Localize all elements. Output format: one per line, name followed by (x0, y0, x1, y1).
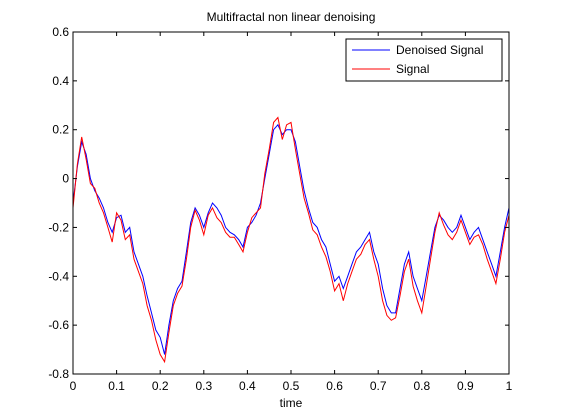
series-line-signal (72, 116, 510, 364)
y-axis: -0.8 -0.6 -0.4 -0.2 0 0.2 0.4 0.6 (48, 25, 509, 381)
y-tick-label: 0.2 (52, 123, 69, 137)
series-line-denoised-signal (72, 123, 510, 355)
y-tick-label: -0.2 (48, 220, 69, 234)
x-tick-label: 1 (506, 379, 513, 393)
x-tick-label: 0.4 (239, 379, 256, 393)
x-tick-label: 0.5 (283, 379, 300, 393)
legend-label-denoised: Denoised Signal (396, 43, 483, 57)
y-tick-label: 0.4 (52, 74, 69, 88)
x-tick-label: 0.9 (457, 379, 474, 393)
x-axis-label: time (280, 396, 303, 410)
y-tick-label: -0.8 (48, 367, 69, 381)
series-layer (72, 116, 510, 364)
legend-box (345, 38, 503, 82)
legend: Denoised Signal Signal (345, 38, 503, 82)
x-axis: 0 0.1 0.2 0.3 0.4 0.5 0.6 0.7 0.8 0.9 1 (70, 32, 513, 393)
x-tick-label: 0.7 (370, 379, 387, 393)
x-tick-label: 0.1 (108, 379, 125, 393)
y-tick-label: 0.6 (52, 25, 69, 39)
plot-background (73, 32, 509, 374)
chart-title: Multifractal non linear denoising (207, 10, 376, 24)
y-tick-label: 0 (62, 172, 69, 186)
x-tick-label: 0.6 (326, 379, 343, 393)
y-tick-label: -0.4 (48, 269, 69, 283)
x-tick-label: 0 (70, 379, 77, 393)
x-tick-label: 0.2 (152, 379, 169, 393)
x-tick-label: 0.3 (195, 379, 212, 393)
legend-label-signal: Signal (396, 62, 429, 76)
y-tick-label: -0.6 (48, 318, 69, 332)
x-tick-label: 0.8 (413, 379, 430, 393)
